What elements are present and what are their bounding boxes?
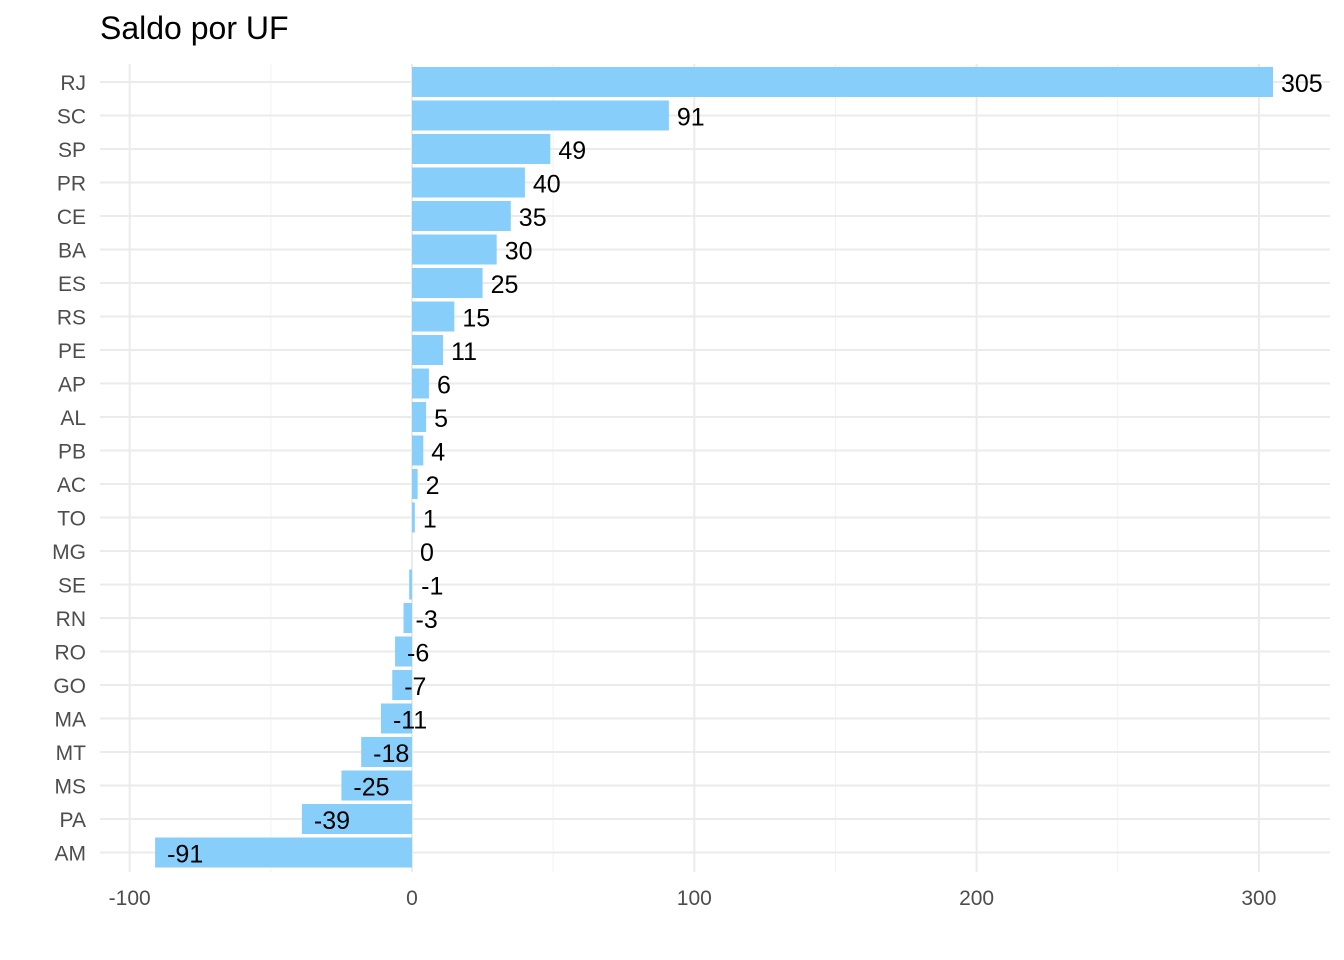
data-label: 91 <box>677 104 705 132</box>
bar-ms <box>341 770 412 801</box>
bar-mt <box>361 737 412 767</box>
data-label: 5 <box>434 405 448 433</box>
x-tick-label: -100 <box>109 887 151 910</box>
y-tick-label: BA <box>58 240 86 263</box>
data-label: 11 <box>451 338 477 366</box>
bar-ap <box>412 368 429 399</box>
data-label: -25 <box>353 774 389 802</box>
bar-to <box>412 502 415 533</box>
bar-rj <box>412 67 1274 97</box>
x-tick-label: 200 <box>959 887 994 910</box>
data-label: 1 <box>423 506 437 534</box>
data-label: -3 <box>416 606 438 634</box>
y-tick-label: AP <box>58 374 86 397</box>
y-tick-label: MT <box>56 742 86 765</box>
data-label: 15 <box>462 305 490 333</box>
y-tick-label: PA <box>60 809 86 832</box>
y-tick-label: SE <box>58 575 86 598</box>
data-label: -6 <box>407 640 429 668</box>
data-label: 0 <box>420 539 434 567</box>
y-tick-label: RS <box>57 307 86 330</box>
bar-es <box>412 268 483 298</box>
y-tick-label: MA <box>55 709 87 732</box>
y-tick-label: MG <box>52 541 86 564</box>
bar-rn <box>403 603 412 633</box>
bar-pa <box>301 804 412 834</box>
y-tick-label: RN <box>56 608 86 631</box>
chart-title: Saldo por UF <box>100 10 289 46</box>
bar-go <box>392 670 412 700</box>
data-label: 6 <box>437 372 451 400</box>
y-tick-label: SP <box>58 139 86 162</box>
data-label: -1 <box>421 573 443 601</box>
bar-sp <box>412 134 551 164</box>
x-tick-label: 100 <box>677 887 712 910</box>
bar-ac <box>412 469 418 499</box>
y-tick-label: GO <box>53 675 86 698</box>
data-label: -7 <box>404 673 426 701</box>
bar-ce <box>412 201 511 231</box>
bar-pe <box>412 335 444 365</box>
data-label: 40 <box>533 171 561 199</box>
data-label: -91 <box>167 841 203 869</box>
bar-sc <box>412 100 669 131</box>
y-axis-tick-labels: RJ SC SP PR CE BA ES RS PE AP AL PB AC TO MG SE RN RO GO MA… <box>52 72 86 866</box>
y-tick-label: ES <box>58 273 86 296</box>
data-label: 25 <box>491 271 519 299</box>
bar-am <box>155 837 412 868</box>
bar-se <box>409 569 412 600</box>
y-tick-label: RJ <box>60 72 86 95</box>
bar-layer <box>155 67 1274 868</box>
y-tick-label: RO <box>55 642 87 665</box>
y-tick-label: AL <box>60 407 86 430</box>
bar-ro <box>395 636 412 667</box>
data-label: -39 <box>314 807 350 835</box>
bar-al <box>412 402 427 432</box>
y-tick-label: AM <box>55 843 87 866</box>
y-tick-label: MS <box>55 776 87 799</box>
data-label: -18 <box>373 740 409 768</box>
data-label: -11 <box>393 707 427 735</box>
x-tick-label: 300 <box>1241 887 1276 910</box>
y-tick-label: PB <box>58 441 86 464</box>
data-label: 30 <box>505 238 533 266</box>
data-label: 4 <box>431 439 445 467</box>
y-tick-label: SC <box>57 106 86 129</box>
bar-ba <box>412 234 497 265</box>
grid-layer <box>100 64 1330 872</box>
y-tick-label: PE <box>58 340 86 363</box>
y-tick-label: AC <box>57 474 86 497</box>
bar-ma <box>380 703 412 734</box>
data-label: 49 <box>558 137 586 165</box>
bar-pb <box>412 435 424 466</box>
data-label: 2 <box>426 472 440 500</box>
data-label: 305 <box>1281 70 1323 98</box>
data-label: 35 <box>519 204 547 232</box>
y-tick-label: PR <box>57 173 86 196</box>
bar-rs <box>412 301 455 332</box>
y-tick-label: CE <box>57 206 86 229</box>
y-tick-label: TO <box>57 508 86 531</box>
x-axis-tick-labels: -100 0 100 200 300 <box>109 887 1277 910</box>
x-tick-label: 0 <box>406 887 418 910</box>
bar-pr <box>412 167 525 198</box>
